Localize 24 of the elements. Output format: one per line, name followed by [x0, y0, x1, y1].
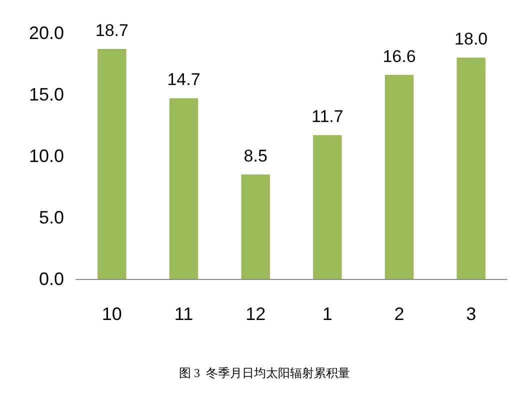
- y-tick-label: 20.0: [28, 23, 64, 43]
- x-tick-label: 12: [246, 304, 266, 324]
- data-label: 11.7: [312, 107, 344, 126]
- bar: [456, 58, 486, 279]
- data-label: 18.0: [454, 30, 488, 49]
- data-label: 14.7: [167, 70, 200, 90]
- y-tick-label: 5.0: [38, 208, 64, 228]
- x-tick-label: 1: [322, 304, 332, 324]
- x-tick-label: 11: [174, 304, 194, 324]
- data-label: 18.7: [95, 20, 128, 40]
- data-label: 8.5: [244, 146, 268, 166]
- y-tick-label: 0.0: [38, 269, 64, 289]
- y-tick-label: 15.0: [28, 84, 64, 104]
- bar: [241, 174, 270, 279]
- x-tick-label: 10: [102, 304, 122, 324]
- x-tick-label: 3: [466, 304, 476, 324]
- y-tick-label: 10.0: [28, 146, 64, 166]
- x-tick-label: 2: [394, 304, 404, 324]
- bar: [384, 74, 414, 279]
- bar: [98, 48, 126, 279]
- text: 图 3 冬季月日均太阳辐射累积量: [179, 366, 350, 380]
- bar: [313, 135, 342, 279]
- data-label: 16.6: [382, 46, 416, 66]
- bar: [169, 98, 198, 279]
